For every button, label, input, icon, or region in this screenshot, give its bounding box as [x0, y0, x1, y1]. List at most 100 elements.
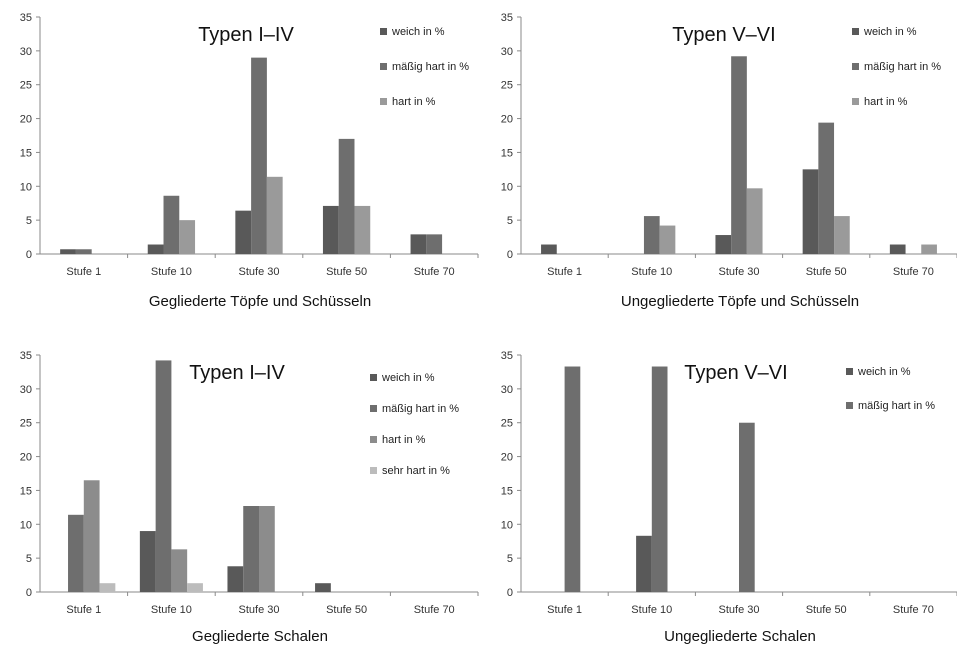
chart-subtitle: Ungegliederte Schalen — [664, 628, 816, 645]
legend-label: hart in % — [864, 96, 908, 108]
bar — [541, 244, 557, 254]
bar — [227, 566, 244, 592]
chart-title: Typen I–IV — [198, 24, 294, 46]
x-tick-label: Stufe 1 — [66, 266, 101, 278]
bar — [659, 225, 676, 254]
y-tick-label: 0 — [507, 249, 513, 261]
bar — [643, 216, 660, 254]
y-tick-label: 5 — [26, 553, 32, 565]
x-tick-label: Stufe 10 — [151, 266, 192, 278]
bar — [68, 514, 84, 592]
y-tick-label: 0 — [26, 587, 32, 599]
legend-swatch — [370, 436, 377, 443]
y-tick-label: 25 — [501, 80, 513, 92]
bar — [731, 56, 747, 254]
x-tick-label: Stufe 50 — [326, 604, 367, 616]
legend-label: hart in % — [392, 96, 436, 108]
legend-label: weich in % — [381, 372, 435, 384]
y-tick-label: 5 — [26, 215, 32, 227]
chart-panel-4: 0 5 10 15 20 25 30 35 Stufe 1 Stufe 10 Stufe 30 Stu… — [501, 350, 957, 645]
legend-label: sehr hart in % — [382, 465, 450, 477]
y-tick-label: 20 — [20, 452, 32, 464]
y-tick-label: 35 — [501, 12, 513, 24]
bar — [651, 366, 668, 592]
chart-subtitle: Ungegliederte Töpfe und Schüsseln — [621, 293, 859, 310]
legend-label: hart in % — [382, 434, 426, 446]
x-tick-label: Stufe 70 — [893, 266, 934, 278]
bar — [802, 169, 819, 254]
bar — [155, 360, 172, 592]
legend-swatch — [380, 98, 387, 105]
y-tick-label: 35 — [20, 350, 32, 362]
bar — [243, 506, 259, 592]
bar — [834, 216, 850, 254]
legend-swatch — [846, 368, 853, 375]
x-tick-label: Stufe 1 — [547, 604, 582, 616]
bar — [171, 549, 188, 592]
y-tick-label: 20 — [20, 114, 32, 126]
x-tick-label: Stufe 70 — [893, 604, 934, 616]
bar — [739, 422, 755, 592]
legend-label: weich in % — [863, 26, 917, 38]
x-tick-label: Stufe 50 — [326, 266, 367, 278]
x-tick-label: Stufe 50 — [806, 266, 847, 278]
y-tick-label: 5 — [507, 215, 513, 227]
bar — [636, 535, 652, 592]
x-tick-label: Stufe 70 — [414, 266, 455, 278]
x-tick-label: Stufe 70 — [414, 604, 455, 616]
y-tick-label: 0 — [507, 587, 513, 599]
chart-subtitle: Gegliederte Schalen — [192, 628, 328, 645]
x-tick-label: Stufe 10 — [151, 604, 192, 616]
y-tick-label: 35 — [501, 350, 513, 362]
y-tick-label: 10 — [20, 181, 32, 193]
bar — [426, 234, 443, 254]
bar — [921, 244, 937, 254]
y-tick-label: 0 — [26, 249, 32, 261]
bar — [179, 220, 196, 254]
y-tick-label: 20 — [501, 114, 513, 126]
bar — [235, 210, 252, 254]
bar — [83, 480, 100, 592]
bar — [163, 195, 180, 254]
y-tick-label: 10 — [501, 519, 513, 531]
legend-swatch — [370, 467, 377, 474]
y-tick-label: 15 — [501, 147, 513, 159]
y-tick-label: 15 — [20, 485, 32, 497]
legend-label: mäßig hart in % — [392, 61, 469, 73]
bar — [139, 531, 156, 592]
x-tick-label: Stufe 10 — [631, 266, 672, 278]
y-tick-label: 30 — [501, 46, 513, 58]
legend-swatch — [370, 405, 377, 412]
y-tick-label: 25 — [20, 418, 32, 430]
y-tick-label: 15 — [20, 147, 32, 159]
chart-panel-3: 0 5 10 15 20 25 30 35 Stufe 1 Stufe 10 Stufe 30 Stu… — [20, 350, 479, 645]
bar — [315, 583, 331, 592]
bar — [187, 583, 203, 592]
bar — [338, 138, 355, 254]
legend-swatch — [380, 28, 387, 35]
x-tick-label: Stufe 30 — [239, 604, 280, 616]
legend-swatch — [846, 402, 853, 409]
bar — [322, 205, 339, 254]
y-tick-label: 25 — [20, 80, 32, 92]
y-tick-label: 10 — [501, 181, 513, 193]
x-tick-label: Stufe 50 — [806, 604, 847, 616]
y-tick-label: 5 — [507, 553, 513, 565]
legend-label: mäßig hart in % — [858, 400, 935, 412]
legend-label: weich in % — [391, 26, 445, 38]
chart-panel-2: 0 5 10 15 20 25 30 35 Stufe 1 Stufe 10 Stufe 30 Stu… — [501, 12, 957, 310]
y-tick-label: 15 — [501, 485, 513, 497]
x-tick-label: Stufe 30 — [719, 604, 760, 616]
chart-panel-1: 0 5 10 15 20 25 30 35 Stufe 1 Stufe 10 Stufe 30 Stu… — [20, 12, 479, 310]
y-tick-label: 20 — [501, 452, 513, 464]
y-tick-label: 10 — [20, 519, 32, 531]
x-tick-label: Stufe 30 — [719, 266, 760, 278]
bar — [147, 244, 164, 254]
bar — [259, 506, 275, 592]
x-tick-label: Stufe 1 — [547, 266, 582, 278]
legend-swatch — [852, 63, 859, 70]
bar — [818, 122, 835, 255]
bar — [564, 366, 581, 592]
legend-label: mäßig hart in % — [382, 403, 459, 415]
